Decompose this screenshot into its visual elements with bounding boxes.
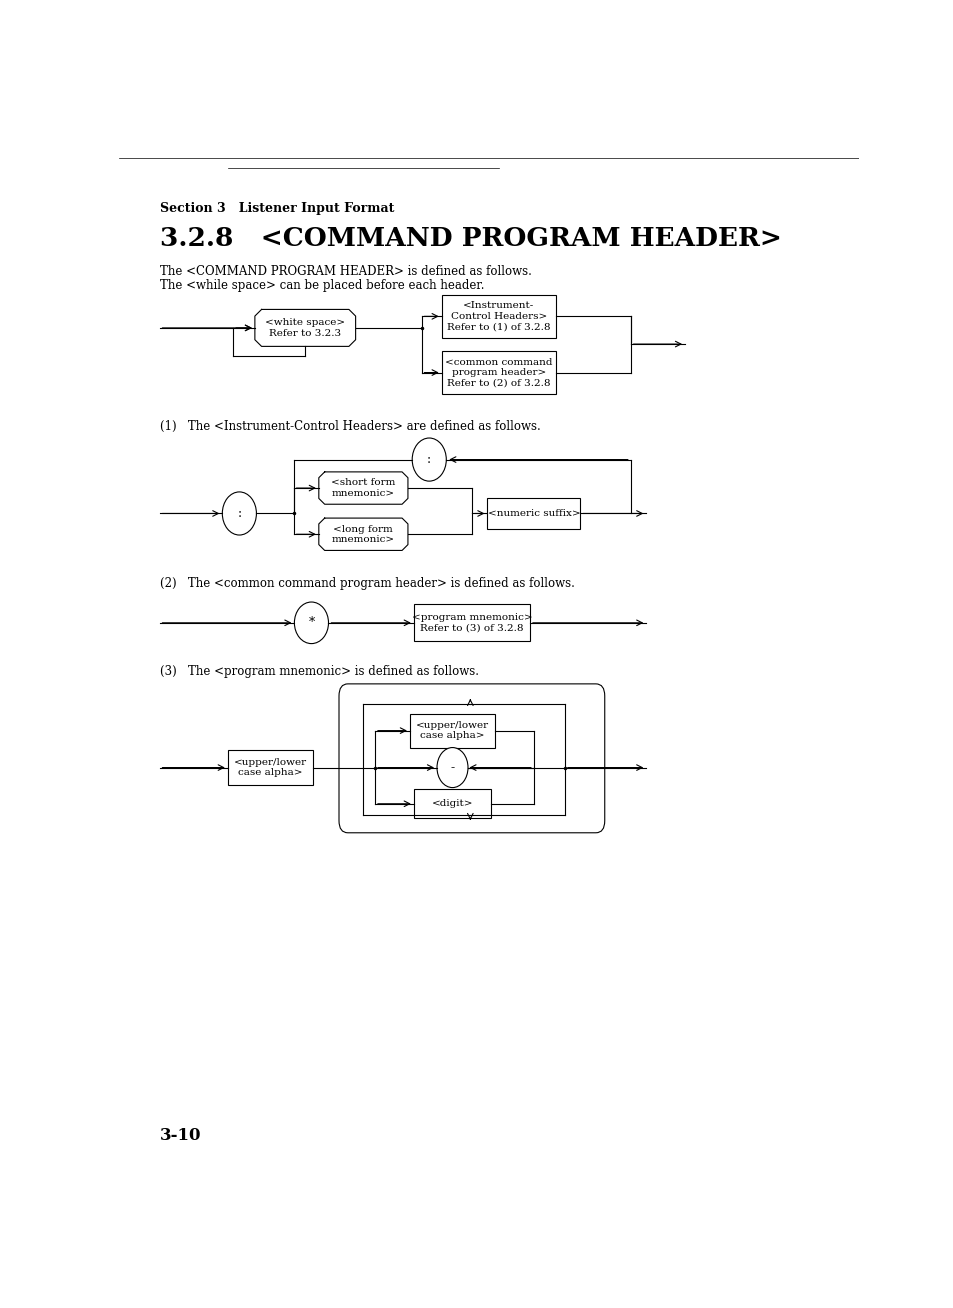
Text: :: : xyxy=(427,453,431,466)
Ellipse shape xyxy=(222,492,256,535)
Text: 3.2.8   <COMMAND PROGRAM HEADER>: 3.2.8 <COMMAND PROGRAM HEADER> xyxy=(159,226,781,251)
FancyBboxPatch shape xyxy=(414,604,530,641)
Text: The <while space> can be placed before each header.: The <while space> can be placed before e… xyxy=(159,279,483,292)
Text: <Instrument-
Control Headers>
Refer to (1) of 3.2.8: <Instrument- Control Headers> Refer to (… xyxy=(447,301,550,331)
Polygon shape xyxy=(318,472,408,504)
FancyBboxPatch shape xyxy=(228,749,313,785)
Text: *: * xyxy=(308,616,314,629)
Text: 3-10: 3-10 xyxy=(159,1127,201,1144)
Text: <white space>
Refer to 3.2.3: <white space> Refer to 3.2.3 xyxy=(265,318,345,337)
Text: (2)   The <common command program header> is defined as follows.: (2) The <common command program header> … xyxy=(159,577,574,590)
Text: -: - xyxy=(450,761,454,774)
Text: (3)   The <program mnemonic> is defined as follows.: (3) The <program mnemonic> is defined as… xyxy=(159,666,478,678)
Text: <upper/lower
case alpha>: <upper/lower case alpha> xyxy=(233,757,307,777)
Polygon shape xyxy=(318,518,408,551)
Text: <digit>: <digit> xyxy=(432,799,473,808)
Text: :: : xyxy=(237,508,241,521)
Ellipse shape xyxy=(294,602,328,644)
Ellipse shape xyxy=(412,438,446,481)
FancyBboxPatch shape xyxy=(410,714,495,748)
Polygon shape xyxy=(254,310,355,347)
Text: Section 3   Listener Input Format: Section 3 Listener Input Format xyxy=(159,201,394,215)
Text: <long form
mnemonic>: <long form mnemonic> xyxy=(332,525,395,544)
Text: The <COMMAND PROGRAM HEADER> is defined as follows.: The <COMMAND PROGRAM HEADER> is defined … xyxy=(159,264,531,277)
FancyBboxPatch shape xyxy=(441,352,556,394)
Text: <program mnemonic>
Refer to (3) of 3.2.8: <program mnemonic> Refer to (3) of 3.2.8 xyxy=(411,613,532,633)
Text: <short form
mnemonic>: <short form mnemonic> xyxy=(331,479,395,498)
FancyBboxPatch shape xyxy=(487,498,579,528)
Text: <upper/lower
case alpha>: <upper/lower case alpha> xyxy=(416,721,489,740)
FancyBboxPatch shape xyxy=(414,789,491,819)
Text: <common command
program header>
Refer to (2) of 3.2.8: <common command program header> Refer to… xyxy=(445,357,552,387)
Text: (1)   The <Instrument-Control Headers> are defined as follows.: (1) The <Instrument-Control Headers> are… xyxy=(159,420,539,433)
FancyBboxPatch shape xyxy=(441,296,556,337)
Ellipse shape xyxy=(436,748,468,787)
Text: <numeric suffix>: <numeric suffix> xyxy=(487,509,579,518)
